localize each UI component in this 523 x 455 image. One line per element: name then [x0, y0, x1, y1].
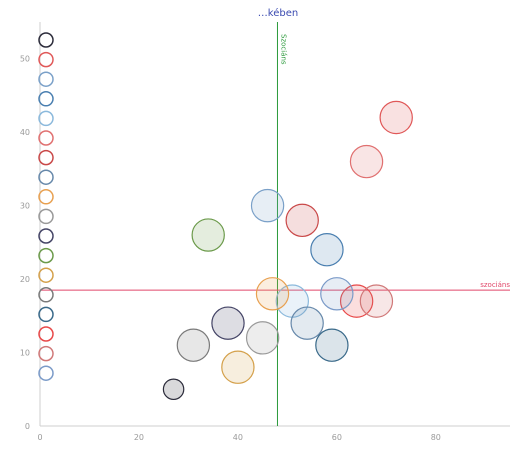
legend-entry — [38, 247, 54, 264]
chart-title: …kében — [258, 7, 298, 19]
legend-swatch — [38, 149, 54, 166]
legend-swatch — [38, 267, 54, 283]
data-point-bubble — [310, 233, 344, 267]
data-point — [320, 277, 354, 311]
legend-entry — [38, 267, 54, 283]
legend — [38, 32, 54, 381]
legend-entry — [38, 71, 54, 87]
legend-swatch — [38, 208, 54, 225]
legend-swatch — [38, 345, 54, 362]
data-point — [379, 100, 413, 135]
data-point — [250, 188, 285, 223]
legend-swatch — [38, 51, 54, 68]
x-tick-label: 0 — [37, 433, 42, 442]
y-tick-labels: 0 10 20 30 40 50 — [20, 55, 30, 431]
data-points — [162, 100, 413, 401]
data-point-bubble — [255, 277, 290, 311]
vertical-reference-label: Szociáns — [279, 34, 287, 65]
legend-entry — [38, 110, 54, 127]
y-tick-label: 50 — [20, 55, 30, 64]
data-point — [310, 233, 344, 267]
y-tick-label: 20 — [20, 275, 30, 284]
y-tick-label: 10 — [20, 349, 30, 358]
reference-lines: Szociáns szociáns — [40, 22, 510, 426]
data-point — [285, 203, 319, 238]
legend-entry — [38, 228, 54, 244]
data-point — [191, 218, 225, 252]
data-point — [221, 350, 255, 384]
data-point — [359, 284, 394, 318]
data-point-bubble — [290, 306, 324, 340]
legend-entry — [38, 345, 54, 362]
data-point — [245, 321, 280, 355]
data-point-bubble — [191, 218, 225, 252]
legend-swatch — [38, 91, 54, 107]
data-point-bubble — [349, 144, 384, 179]
legend-entry — [38, 130, 54, 146]
legend-swatch — [38, 306, 54, 323]
legend-entry — [38, 287, 54, 303]
x-tick-label: 40 — [233, 433, 243, 442]
legend-swatch — [38, 71, 54, 87]
x-tick-labels: 0 20 40 60 80 — [37, 433, 440, 442]
legend-swatch — [38, 228, 54, 244]
legend-swatch — [38, 110, 54, 127]
legend-entry — [38, 32, 54, 48]
legend-entry — [38, 326, 54, 342]
legend-entry — [38, 149, 54, 166]
y-tick-label: 0 — [25, 422, 30, 431]
data-point-bubble — [320, 277, 354, 311]
x-tick-label: 20 — [134, 433, 144, 442]
data-point-bubble — [285, 203, 319, 238]
data-point-bubble — [176, 328, 211, 362]
legend-swatch — [38, 287, 54, 303]
legend-entry — [38, 208, 54, 225]
data-point — [315, 328, 349, 362]
data-point-bubble — [221, 350, 255, 384]
data-point — [211, 306, 245, 340]
data-point-bubble — [359, 284, 394, 318]
legend-swatch — [38, 247, 54, 264]
legend-swatch — [38, 326, 54, 342]
data-point — [162, 378, 185, 401]
legend-entry — [38, 306, 54, 323]
legend-swatch — [38, 32, 54, 48]
legend-entry — [38, 189, 54, 205]
legend-swatch — [38, 130, 54, 146]
data-point — [255, 277, 290, 311]
data-point-bubble — [162, 378, 185, 401]
legend-swatch — [38, 365, 54, 381]
data-point — [176, 328, 211, 362]
data-point-bubble — [379, 100, 413, 135]
data-point — [290, 306, 324, 340]
data-point — [339, 284, 374, 318]
x-tick-label: 60 — [332, 433, 342, 442]
y-tick-label: 30 — [20, 202, 30, 211]
legend-entry — [38, 365, 54, 381]
legend-swatch — [38, 169, 54, 185]
horizontal-reference-label: szociáns — [480, 281, 510, 289]
data-point-bubble — [315, 328, 349, 362]
data-point-bubble — [250, 188, 285, 223]
data-point-bubble — [245, 321, 280, 355]
y-tick-label: 40 — [20, 128, 30, 137]
data-point-bubble — [211, 306, 245, 340]
data-point — [349, 144, 384, 179]
legend-entry — [38, 169, 54, 185]
data-point-bubble — [339, 284, 374, 318]
legend-swatch — [38, 189, 54, 205]
legend-entry — [38, 91, 54, 107]
legend-entry — [38, 51, 54, 68]
x-tick-label: 80 — [431, 433, 441, 442]
